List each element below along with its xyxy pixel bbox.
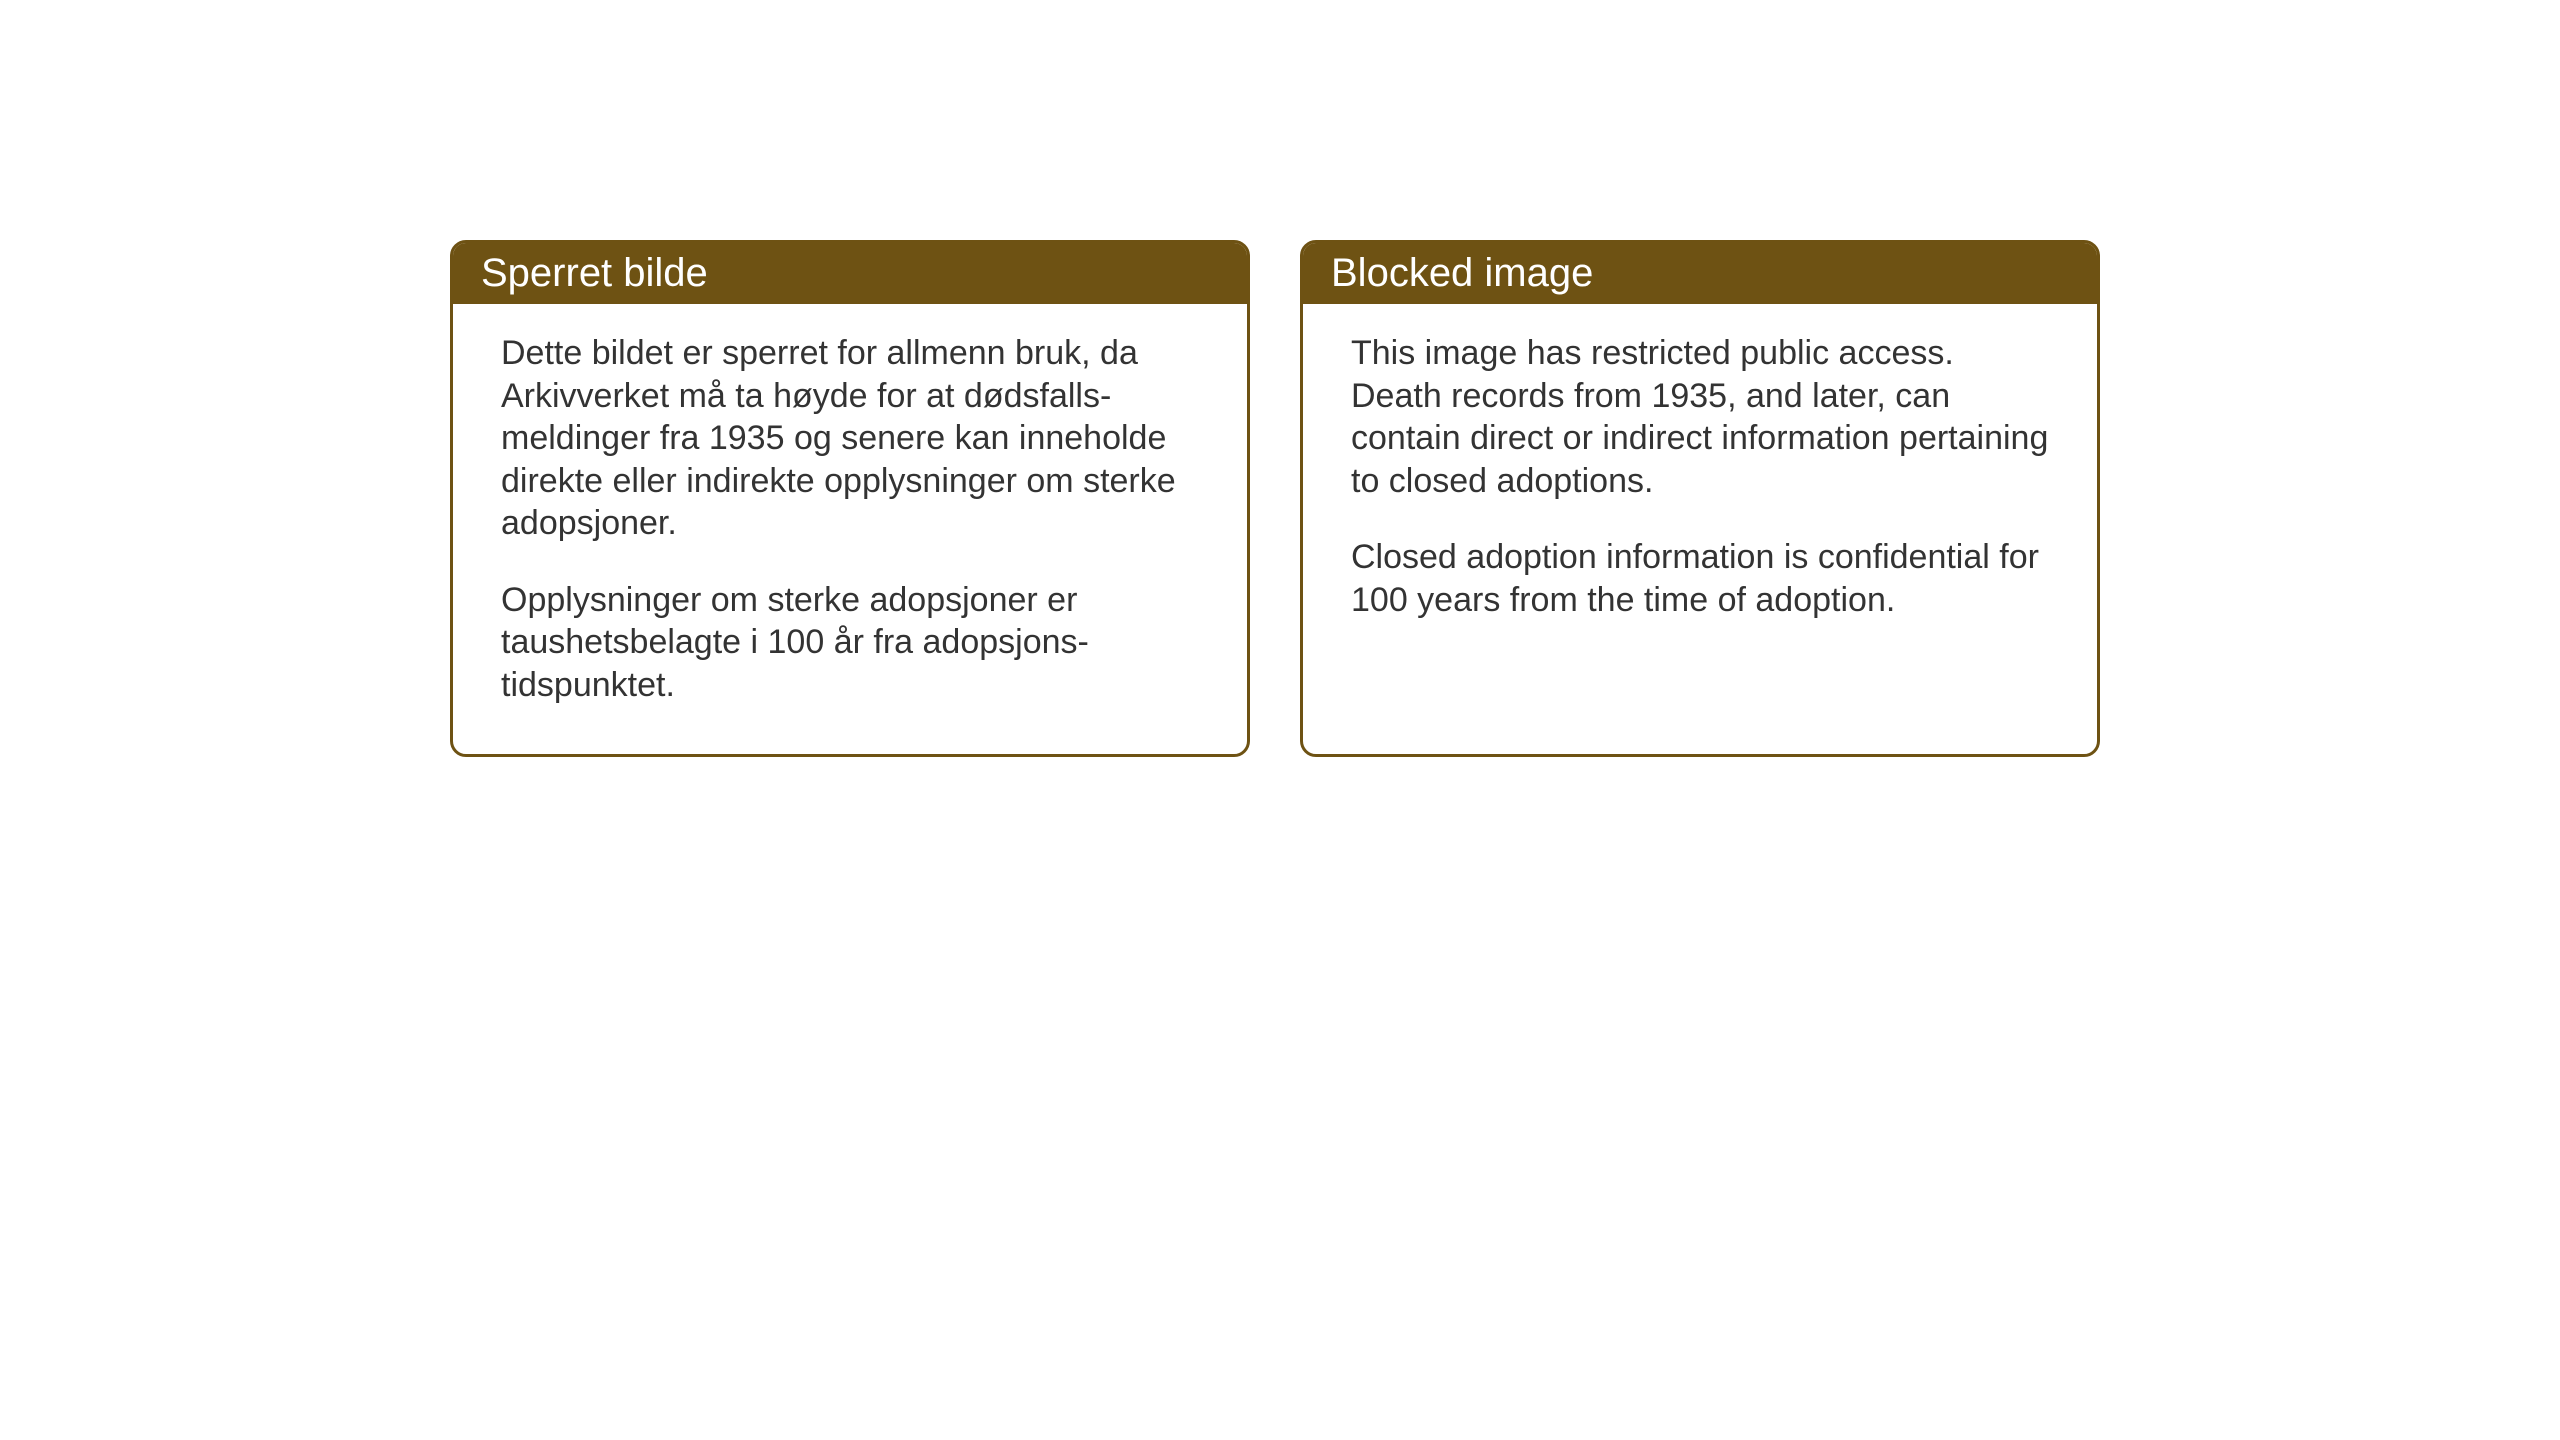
card-paragraph-1-norwegian: Dette bildet er sperret for allmenn bruk… <box>501 332 1199 545</box>
card-paragraph-1-english: This image has restricted public access.… <box>1351 332 2049 502</box>
card-title-norwegian: Sperret bilde <box>481 251 708 295</box>
card-title-english: Blocked image <box>1331 251 1593 295</box>
card-header-english: Blocked image <box>1303 243 2097 304</box>
card-body-norwegian: Dette bildet er sperret for allmenn bruk… <box>453 304 1247 754</box>
notice-card-norwegian: Sperret bilde Dette bildet er sperret fo… <box>450 240 1250 757</box>
card-header-norwegian: Sperret bilde <box>453 243 1247 304</box>
card-paragraph-2-english: Closed adoption information is confident… <box>1351 536 2049 621</box>
notice-card-english: Blocked image This image has restricted … <box>1300 240 2100 757</box>
notice-container: Sperret bilde Dette bildet er sperret fo… <box>450 240 2100 757</box>
card-body-english: This image has restricted public access.… <box>1303 304 2097 669</box>
card-paragraph-2-norwegian: Opplysninger om sterke adopsjoner er tau… <box>501 579 1199 707</box>
